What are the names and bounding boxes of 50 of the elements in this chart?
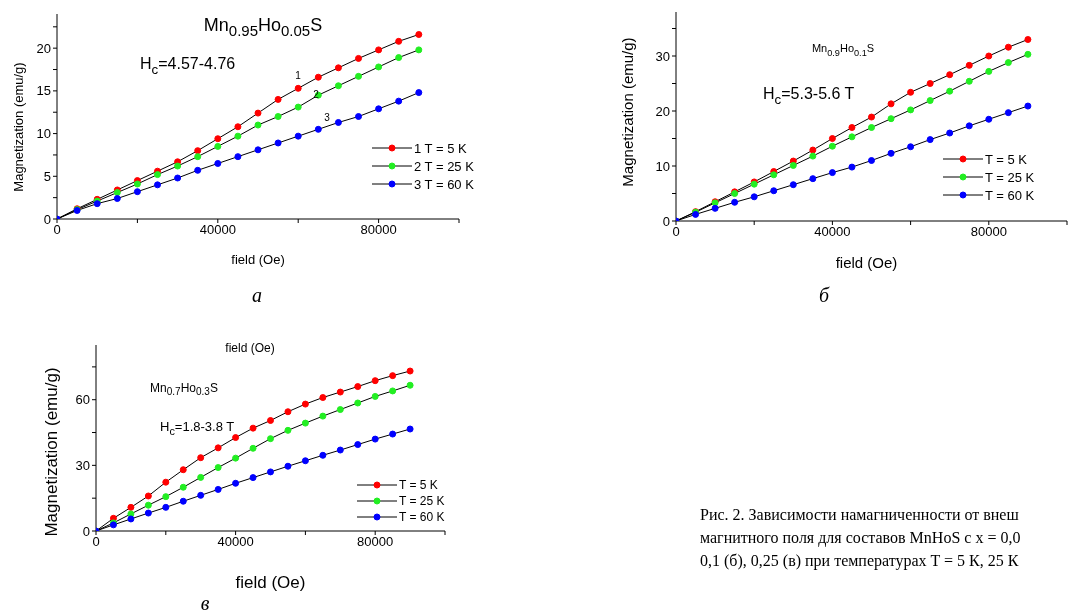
y-tick-label: 10 [655,158,670,174]
annotation: H$_{c}$=1.8-3.8 T [160,419,235,437]
text: a [252,283,262,307]
x-tick-label: 0 [53,222,61,238]
annotation: H$_{c}$=5.3-5.6 T [763,85,855,107]
x-tick-label: 0 [92,534,100,550]
annotation: field (Oe) [225,341,275,355]
text: б [818,283,830,307]
y-tick-label: 5 [43,168,51,184]
annotation: 1 [295,69,301,81]
y-tick-label: 0 [82,523,90,539]
text: Рис. 2. Зависимости намагниченности от внеш [700,506,1019,524]
legend-label: T = 5 K [399,478,438,492]
annotation: 3 [324,111,330,123]
y-tick-label: 20 [655,103,670,119]
x-tick-label: 40000 [217,534,254,550]
y-tick-label: 30 [655,48,670,64]
y-axis-title: Magnetization (emu/g) [618,37,636,187]
text: Mn$_{0.9}$Ho$_{0.1}$S [811,42,875,58]
annotation: H$_{c}$=4.57-4.76 [140,55,236,77]
chart-title: Mn$_{0.95}$Ho$_{0.05}$S [203,15,323,39]
text: в [200,591,210,610]
y-axis-title: Magnetization (emu/g) [42,367,62,537]
x-axis-title: field (Oe) [230,252,286,267]
legend-label: T = 25 K [985,169,1035,185]
y-axis-title: Magnetization (emu/g) [10,62,26,192]
text: Mn$_{0.7}$Ho$_{0.3}$S [150,380,218,398]
x-axis-title: field (Oe) [834,254,899,271]
legend-label: T = 25 K [399,494,445,508]
x-tick-label: 0 [672,224,680,240]
legend-label: T = 5 K [985,151,1028,167]
x-tick-label: 80000 [360,222,397,238]
legend-label: T = 60 K [985,187,1035,203]
text: магнитного поля для составов MnHoS с x = 0,0 [700,529,1021,547]
y-tick-label: 10 [36,126,51,142]
y-tick-label: 30 [75,457,90,473]
x-tick-label: 40000 [199,222,236,238]
x-tick-label: 80000 [970,224,1007,240]
legend-label: 3 T = 60 K [414,176,474,192]
x-axis-title: field (Oe) [234,573,307,593]
x-tick-label: 80000 [357,534,394,550]
y-tick-label: 20 [36,40,51,56]
text: 0,1 (б), 0,25 (в) при температурах T = 5 К, 25 К [700,552,1019,570]
y-tick-label: 0 [43,211,51,227]
y-tick-label: 60 [75,392,90,408]
y-tick-label: 15 [36,83,51,99]
legend-label: T = 60 K [399,510,445,524]
x-tick-label: 40000 [814,224,851,240]
legend-label: 2 T = 25 K [414,158,474,174]
legend-label: 1 T = 5 K [414,140,467,156]
